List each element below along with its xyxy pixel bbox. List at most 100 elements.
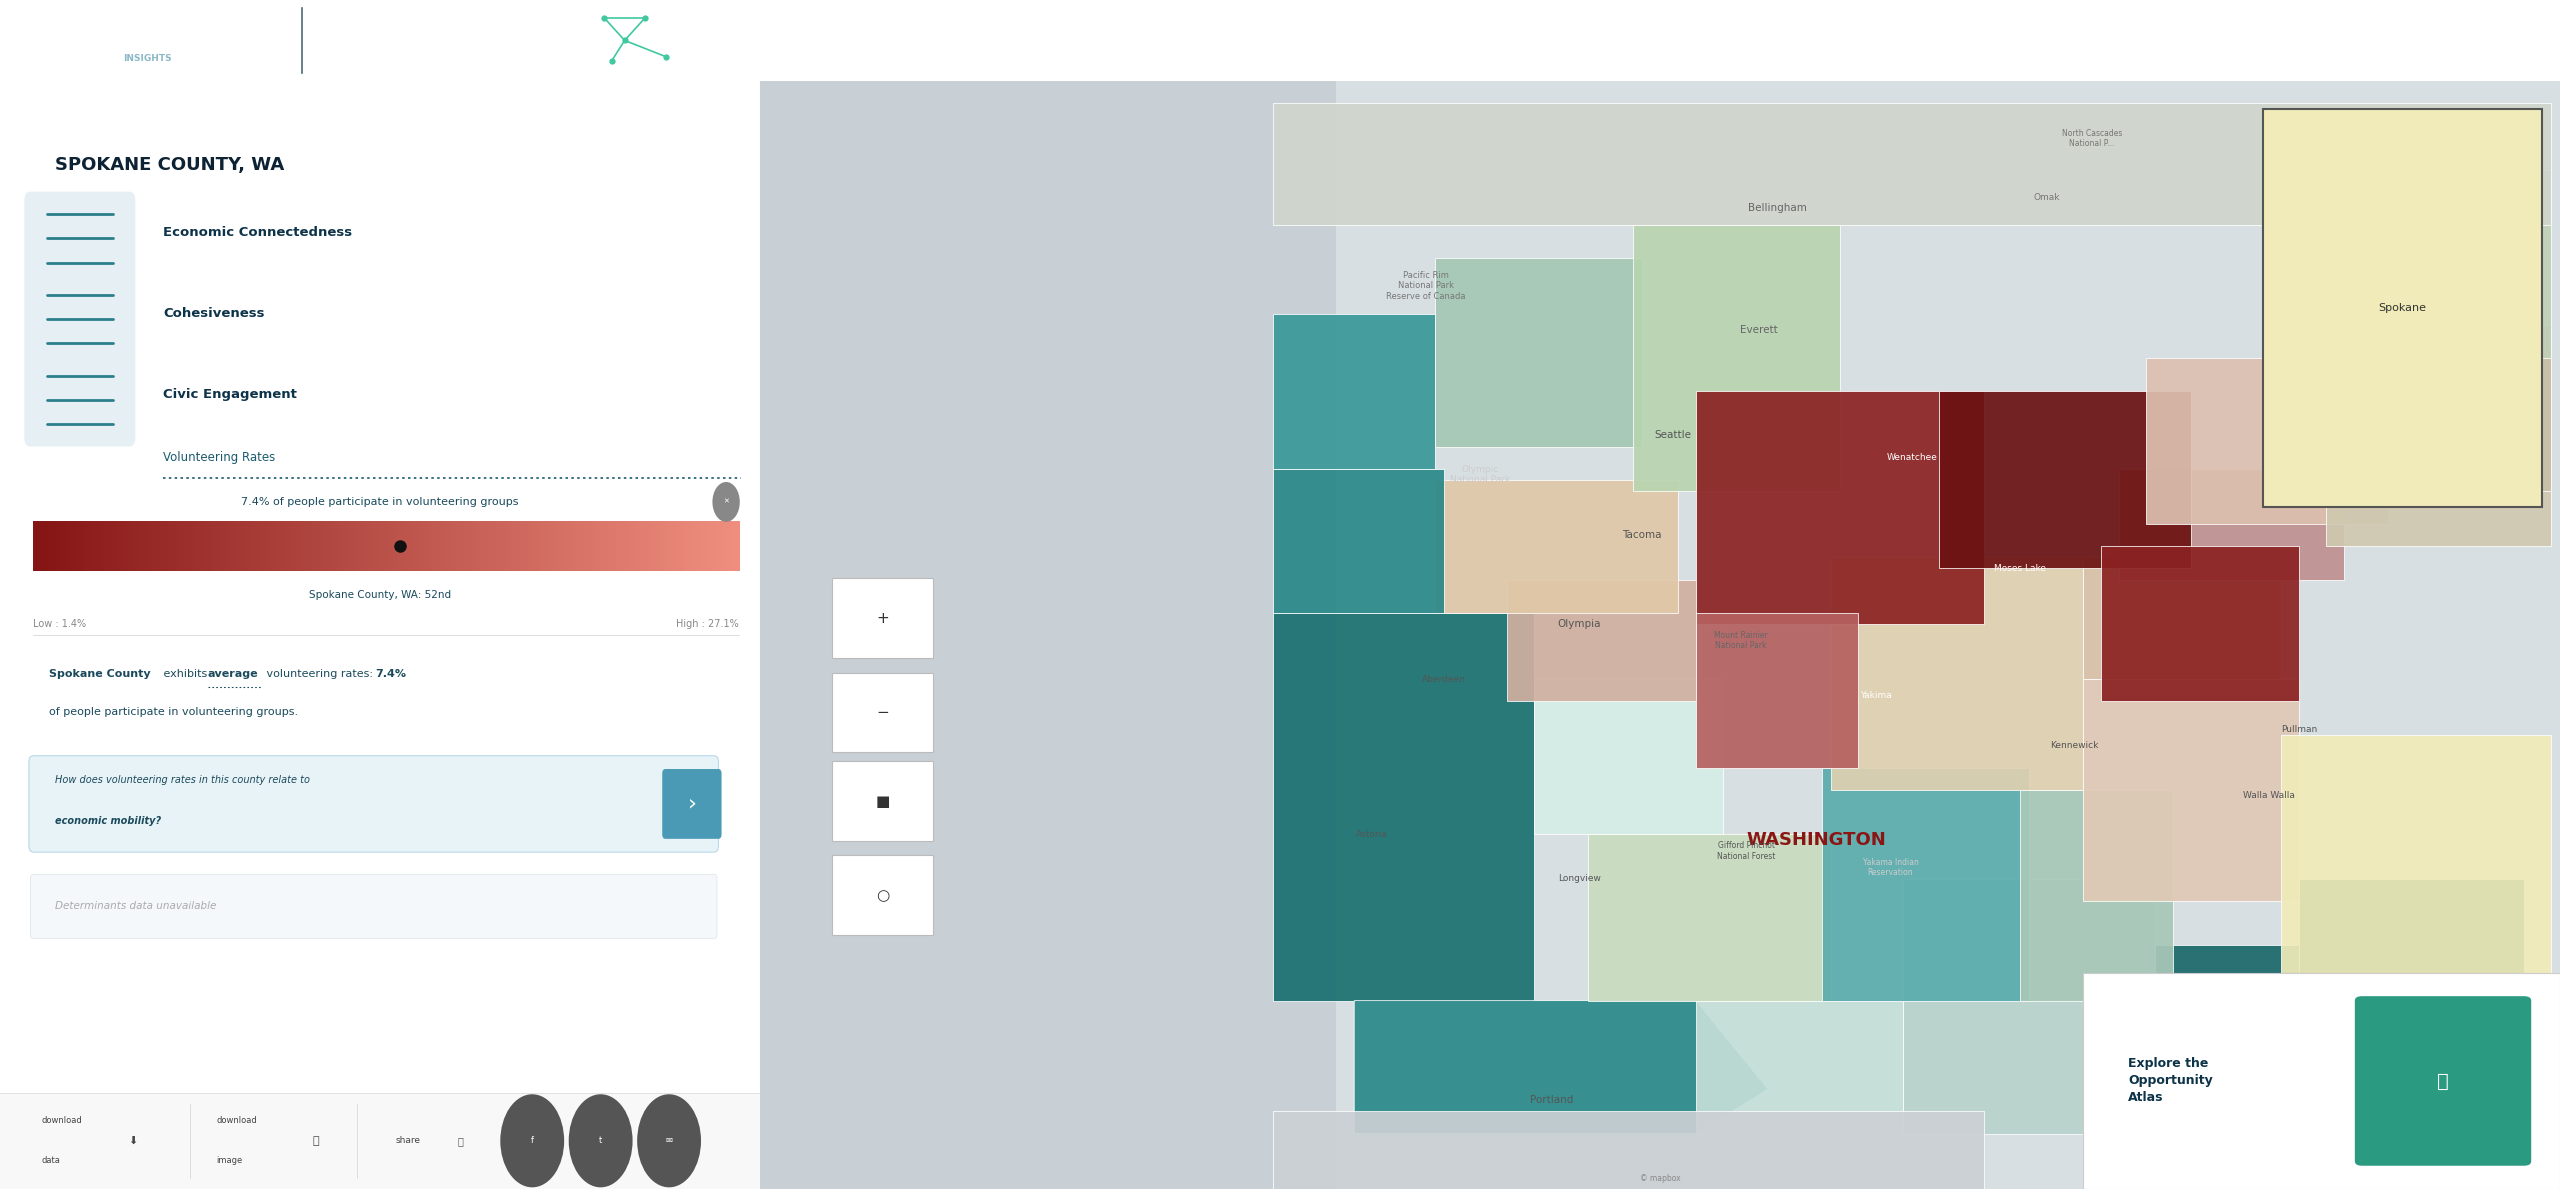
Bar	[46, 42, 56, 46]
Text: Yakama Indian
Reservation: Yakama Indian Reservation	[1864, 858, 1917, 877]
Bar	[440, 521, 443, 571]
Polygon shape	[1633, 225, 1841, 491]
Bar	[724, 521, 730, 571]
Bar	[609, 521, 612, 571]
Bar	[238, 521, 243, 571]
Bar	[760, 81, 1336, 1189]
Bar	[146, 521, 151, 571]
Bar	[676, 521, 681, 571]
Text: Wenatchee: Wenatchee	[1887, 453, 1938, 463]
Bar	[166, 521, 172, 571]
Bar	[123, 521, 125, 571]
Bar	[622, 521, 627, 571]
Bar	[381, 521, 387, 571]
Bar	[128, 521, 133, 571]
Bar	[115, 521, 118, 571]
FancyBboxPatch shape	[28, 756, 719, 853]
Bar	[527, 521, 532, 571]
Bar	[64, 521, 69, 571]
Bar	[172, 521, 174, 571]
Polygon shape	[2145, 358, 2388, 524]
Polygon shape	[1830, 558, 2084, 789]
Bar	[320, 521, 323, 571]
Bar	[648, 521, 653, 571]
Bar	[192, 521, 197, 571]
Polygon shape	[1272, 103, 2550, 225]
Bar	[54, 521, 59, 571]
Bar	[82, 521, 87, 571]
Text: Cohesiveness: Cohesiveness	[164, 307, 266, 320]
Bar	[558, 521, 563, 571]
Polygon shape	[2102, 546, 2299, 702]
Text: Walla Walla: Walla Walla	[2243, 791, 2294, 800]
Bar	[632, 521, 637, 571]
Text: Low : 1.4%: Low : 1.4%	[33, 618, 87, 629]
Bar	[310, 521, 312, 571]
Bar	[614, 521, 620, 571]
Bar	[333, 521, 338, 571]
Bar	[463, 521, 468, 571]
Bar	[678, 521, 684, 571]
Bar	[415, 521, 420, 571]
Bar	[650, 521, 655, 571]
Bar	[707, 521, 712, 571]
Text: Spokane County: Spokane County	[49, 668, 151, 679]
Polygon shape	[1697, 391, 1984, 624]
Bar	[79, 521, 84, 571]
Text: Astoria: Astoria	[1357, 830, 1388, 839]
Bar	[394, 521, 397, 571]
Bar	[358, 521, 364, 571]
Bar	[294, 521, 300, 571]
Bar	[704, 521, 709, 571]
Bar	[489, 521, 494, 571]
FancyBboxPatch shape	[26, 272, 136, 366]
Bar	[46, 58, 56, 63]
Text: share: share	[394, 1137, 420, 1145]
Bar	[412, 521, 415, 571]
Bar	[174, 521, 179, 571]
Bar	[338, 521, 340, 571]
Text: 🔔: 🔔	[2186, 36, 2191, 45]
Bar	[315, 521, 320, 571]
Text: Spokane: Spokane	[2355, 341, 2399, 352]
Text: North Cascades
National P...: North Cascades National P...	[2061, 128, 2122, 149]
Bar	[164, 521, 169, 571]
Text: exhibits: exhibits	[159, 668, 210, 679]
Bar	[422, 521, 425, 571]
Bar	[591, 521, 594, 571]
Bar	[90, 521, 95, 571]
Bar	[323, 521, 328, 571]
Polygon shape	[1272, 612, 1533, 1001]
Text: Civic Engagement: Civic Engagement	[164, 388, 297, 401]
Text: Volunteering Rates: Volunteering Rates	[164, 451, 276, 464]
Text: ✕: ✕	[722, 499, 730, 505]
Bar	[59, 50, 69, 55]
Bar	[453, 521, 458, 571]
Bar	[497, 521, 499, 571]
Bar	[236, 521, 238, 571]
Polygon shape	[1938, 391, 2191, 568]
Bar	[594, 521, 599, 571]
Bar	[502, 521, 507, 571]
Bar	[573, 521, 579, 571]
Bar	[264, 521, 266, 571]
Bar	[474, 521, 479, 571]
Bar	[46, 50, 56, 55]
Bar	[195, 521, 200, 571]
Bar	[461, 521, 463, 571]
Bar	[428, 521, 433, 571]
Bar	[655, 521, 658, 571]
Text: Portland: Portland	[1531, 1095, 1574, 1106]
Bar	[630, 521, 635, 571]
Bar	[210, 521, 215, 571]
Text: ■: ■	[876, 793, 891, 809]
Text: Economic Connectedness: Economic Connectedness	[164, 226, 353, 239]
Text: download: download	[218, 1116, 259, 1125]
Bar	[686, 521, 691, 571]
Polygon shape	[1902, 879, 2156, 1133]
Bar	[72, 521, 77, 571]
Bar	[92, 521, 97, 571]
Bar	[59, 58, 69, 63]
Bar	[435, 521, 440, 571]
Bar	[387, 521, 392, 571]
